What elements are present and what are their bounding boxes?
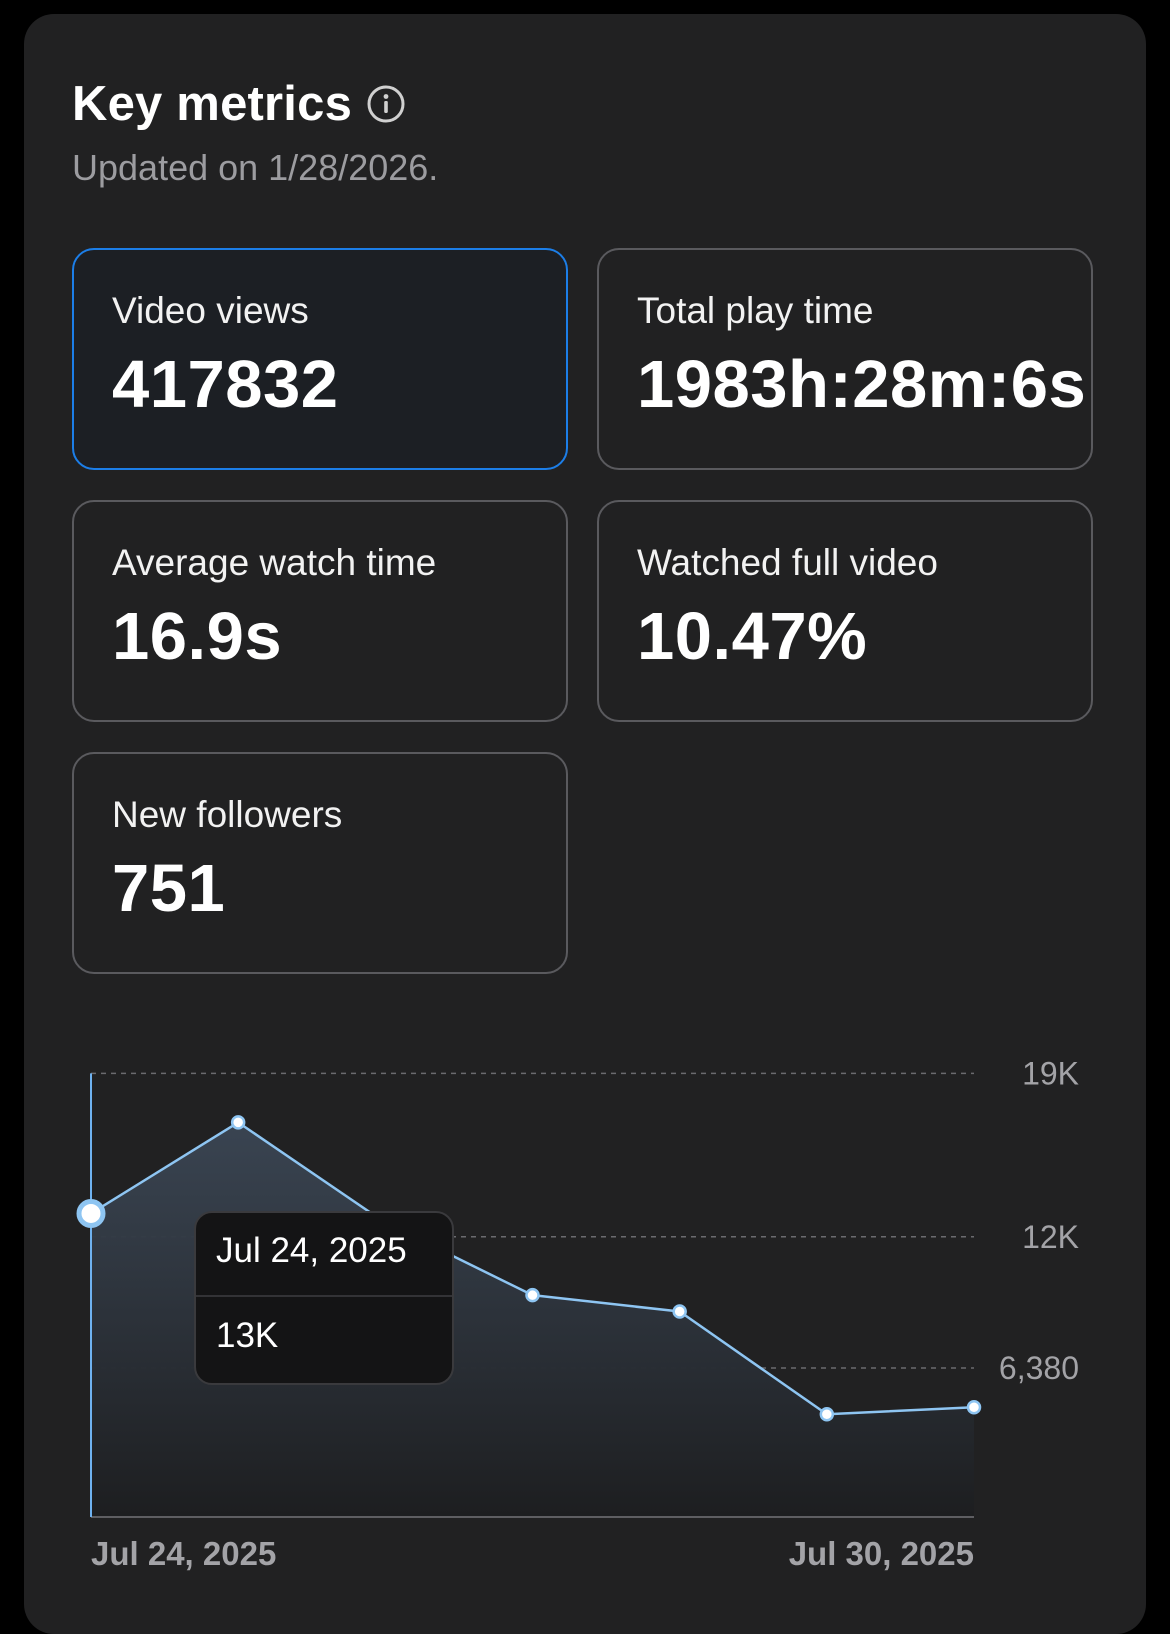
chart-y-ticks: 19K 12K 6,380 (999, 1055, 1079, 1386)
metric-value: 16.9s (112, 599, 283, 674)
metric-card-total-play-time[interactable]: Total play time 1983h:28m:6s (597, 248, 1093, 470)
metric-card-watched-full-video[interactable]: Watched full video 10.47% (597, 500, 1093, 722)
page-title: Key metrics (72, 77, 353, 131)
y-tick-label: 12K (1022, 1219, 1079, 1255)
x-tick-label: Jul 24, 2025 (91, 1535, 276, 1572)
metric-value: 1983h:28m:6s (637, 347, 1087, 422)
metric-value: 10.47% (637, 599, 868, 674)
metric-label: New followers (112, 794, 343, 835)
metric-label: Watched full video (637, 542, 938, 583)
tooltip-date: Jul 24, 2025 (216, 1231, 407, 1270)
metric-card-average-watch-time[interactable]: Average watch time 16.9s (72, 500, 568, 722)
chart-point[interactable] (966, 1400, 982, 1415)
metric-label: Video views (112, 290, 309, 331)
metric-label: Average watch time (112, 542, 437, 583)
metric-value: 417832 (112, 347, 339, 422)
info-icon[interactable] (366, 84, 406, 124)
chart-point[interactable] (672, 1304, 687, 1319)
chart-point[interactable] (525, 1287, 540, 1303)
chart-point-selected[interactable] (76, 1198, 106, 1228)
y-tick-label: 6,380 (999, 1350, 1079, 1386)
tooltip-value: 13K (216, 1316, 279, 1355)
y-tick-label: 19K (1022, 1055, 1079, 1091)
tooltip-divider (196, 1295, 452, 1297)
title-row: Key metrics (72, 76, 406, 132)
updated-subtitle: Updated on 1/28/2026. (72, 147, 439, 188)
metric-card-new-followers[interactable]: New followers 751 (72, 752, 568, 974)
chart-point[interactable] (230, 1115, 246, 1130)
x-tick-label: Jul 30, 2025 (789, 1535, 974, 1572)
metric-value: 751 (112, 851, 226, 926)
chart-tooltip: Jul 24, 2025 13K (194, 1211, 454, 1385)
metric-card-video-views[interactable]: Video views 417832 (72, 248, 568, 470)
chart-point[interactable] (819, 1407, 835, 1422)
chart-x-ticks: Jul 24, 2025 Jul 30, 2025 (91, 1535, 974, 1572)
metric-label: Total play time (637, 290, 874, 331)
